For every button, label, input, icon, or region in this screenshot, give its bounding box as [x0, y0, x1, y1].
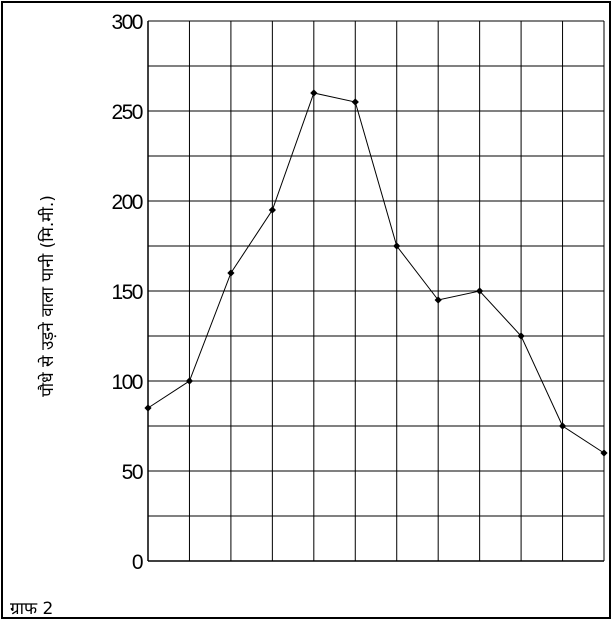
grid-lines — [148, 20, 605, 561]
data-point — [144, 404, 152, 412]
y-tick-label: 300 — [111, 11, 142, 34]
y-tick-label: 50 — [122, 461, 143, 484]
data-series — [144, 89, 608, 457]
y-tick-label: 0 — [132, 551, 143, 574]
series-line — [147, 92, 605, 454]
y-tick-labels: 0 50 100 150 200 250 300 — [111, 11, 144, 574]
graph-caption: ग्राफ 2 — [10, 599, 53, 619]
data-point — [227, 269, 235, 277]
y-tick-label: 100 — [111, 371, 142, 394]
data-point — [268, 206, 276, 214]
axes — [147, 21, 604, 562]
y-axis-label: पौधे से उड़ने वाला पानी (मि.मी.) — [37, 195, 58, 397]
y-tick-label: 150 — [111, 281, 142, 304]
data-point — [351, 98, 359, 106]
data-point — [393, 242, 401, 250]
data-point — [434, 296, 442, 304]
data-point — [517, 332, 525, 340]
data-point — [476, 287, 484, 295]
y-tick-label: 200 — [111, 191, 142, 214]
y-tick-label: 250 — [111, 101, 142, 124]
data-point — [310, 89, 318, 97]
data-point — [558, 422, 567, 430]
data-point — [600, 449, 608, 457]
data-point — [185, 377, 194, 385]
